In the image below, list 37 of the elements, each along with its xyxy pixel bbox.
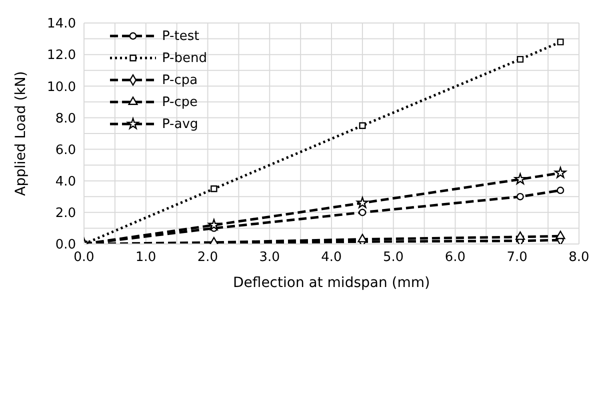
y-tick-label: 4.0 [55,174,76,190]
x-tick-label: 5.0 [383,250,404,266]
x-tick-label: 0.0 [74,250,94,266]
point [556,186,564,194]
x-tick-label: 7.0 [506,250,528,266]
point [516,56,524,63]
point [515,231,525,240]
x-tick-label: 3.0 [259,250,280,266]
y-tick-label: 12.0 [47,48,76,64]
y-tick-label: 14.0 [47,16,76,32]
x-tick-label: 6.0 [444,250,466,266]
point [514,173,526,184]
x-tick-label: 8.0 [568,250,590,266]
point [516,192,524,200]
x-tick-label: 1.0 [136,250,156,266]
point [356,196,368,208]
point [359,122,366,129]
legend-label: P-avg [162,116,198,132]
point [557,38,564,46]
point [210,185,218,192]
x-tick-label: 4.0 [321,250,342,266]
y-axis-title: Applied Load (kN) [12,71,29,196]
y-tick-label: 10.0 [47,80,76,95]
legend-label: P-test [162,28,200,44]
point [208,218,220,230]
x-tick-label: 2.0 [197,250,218,266]
point [554,166,566,178]
y-tick-label: 8.0 [55,111,76,126]
y-tick-label: 0.0 [55,238,76,253]
y-tick-label: 2.0 [55,206,76,222]
legend-label: P-cpa [162,72,198,88]
point [358,208,366,216]
point [556,230,566,240]
x-axis-title: Deflection at midspan (mm) [232,275,430,291]
legend-label: P-bend [162,50,207,66]
y-tick-label: 6.0 [55,142,76,158]
legend-label: P-cpe [162,94,198,110]
